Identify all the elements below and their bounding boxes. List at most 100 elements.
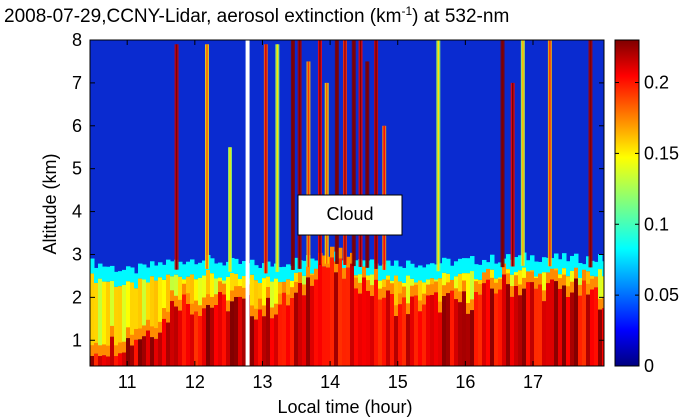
boundary-layer-column — [322, 255, 327, 366]
boundary-layer-column — [314, 260, 319, 366]
layer-segment — [518, 270, 523, 296]
layer-segment — [102, 266, 107, 282]
layer-segment — [474, 264, 479, 280]
layer-segment — [550, 258, 555, 274]
layer-segment — [518, 295, 523, 366]
layer-segment — [446, 258, 451, 274]
layer-segment — [558, 259, 563, 275]
layer-segment — [390, 283, 395, 294]
boundary-layer-column — [342, 260, 347, 366]
layer-segment — [374, 268, 379, 280]
layer-segment — [98, 356, 103, 366]
layer-segment — [98, 263, 103, 279]
layer-segment — [458, 302, 463, 366]
layer-segment — [430, 294, 435, 366]
layer-segment — [130, 282, 135, 346]
cloud-column-core — [589, 40, 592, 268]
boundary-layer-column — [426, 264, 431, 366]
layer-segment — [114, 345, 119, 357]
layer-segment — [514, 257, 519, 273]
layer-segment — [110, 280, 115, 337]
layer-segment — [110, 336, 115, 366]
layer-segment — [122, 284, 127, 353]
layer-segment — [226, 311, 231, 366]
boundary-layer-column — [534, 261, 539, 366]
boundary-layer-column — [122, 269, 127, 366]
layer-segment — [426, 264, 431, 280]
layer-segment — [522, 277, 527, 289]
boundary-layer-column — [306, 255, 311, 366]
layer-segment — [274, 314, 279, 366]
layer-segment — [498, 262, 503, 278]
layer-segment — [594, 276, 599, 288]
cloud-column-core — [522, 40, 524, 266]
layer-segment — [226, 300, 231, 312]
layer-segment — [134, 288, 139, 340]
layer-segment — [282, 281, 287, 293]
layer-segment — [370, 285, 375, 296]
boundary-layer-column — [446, 258, 451, 366]
layer-segment — [570, 292, 575, 366]
layer-segment — [278, 293, 283, 305]
layer-segment — [558, 288, 563, 366]
layer-segment — [214, 278, 219, 305]
layer-segment — [242, 298, 247, 366]
layer-segment — [402, 297, 407, 366]
boundary-layer-column — [370, 259, 375, 366]
layer-segment — [242, 287, 247, 299]
layer-segment — [462, 258, 467, 274]
layer-segment — [510, 296, 515, 366]
y-tick-label: 6 — [72, 116, 82, 136]
layer-segment — [402, 286, 407, 298]
layer-segment — [590, 289, 595, 366]
layer-segment — [466, 303, 471, 314]
layer-segment — [542, 272, 547, 302]
boundary-layer-column — [566, 261, 571, 366]
layer-segment — [474, 291, 479, 366]
cloud-column-core — [319, 40, 321, 265]
boundary-layer-column — [522, 252, 527, 366]
layer-segment — [314, 279, 319, 366]
layer-segment — [98, 278, 103, 357]
layer-segment — [454, 276, 459, 300]
layer-segment — [90, 345, 95, 356]
layer-segment — [534, 277, 539, 289]
boundary-layer-column — [442, 257, 447, 366]
layer-segment — [602, 308, 604, 366]
layer-segment — [358, 293, 363, 366]
layer-segment — [470, 299, 475, 311]
layer-segment — [506, 254, 511, 270]
layer-segment — [250, 274, 255, 317]
layer-segment — [490, 277, 495, 289]
cloud-column-core — [292, 40, 294, 270]
layer-segment — [394, 275, 399, 316]
layer-segment — [478, 283, 483, 295]
boundary-layer-column — [478, 264, 483, 366]
layer-segment — [130, 345, 135, 366]
boundary-layer-column — [498, 262, 503, 366]
layer-segment — [566, 261, 571, 277]
layer-segment — [154, 328, 159, 339]
boundary-layer-column — [186, 261, 191, 366]
layer-segment — [382, 264, 387, 280]
layer-segment — [494, 293, 499, 366]
boundary-layer-column — [358, 259, 363, 366]
layer-segment — [294, 281, 299, 293]
layer-segment — [270, 318, 275, 366]
layer-segment — [170, 301, 175, 366]
layer-segment — [326, 267, 331, 366]
layer-segment — [166, 311, 171, 323]
layer-segment — [578, 284, 583, 296]
layer-segment — [502, 274, 507, 366]
boundary-layer-column — [450, 265, 455, 366]
boundary-layer-column — [474, 264, 479, 366]
layer-segment — [542, 290, 547, 302]
layer-segment — [134, 328, 139, 340]
layer-segment — [322, 255, 327, 267]
layer-segment — [570, 255, 575, 271]
boundary-layer-column — [490, 254, 495, 366]
layer-segment — [122, 341, 127, 353]
layer-segment — [254, 280, 259, 320]
colorbar-ticks: 0 0.05 0.1 0.15 0.2 — [615, 73, 679, 376]
layer-segment — [238, 286, 243, 297]
